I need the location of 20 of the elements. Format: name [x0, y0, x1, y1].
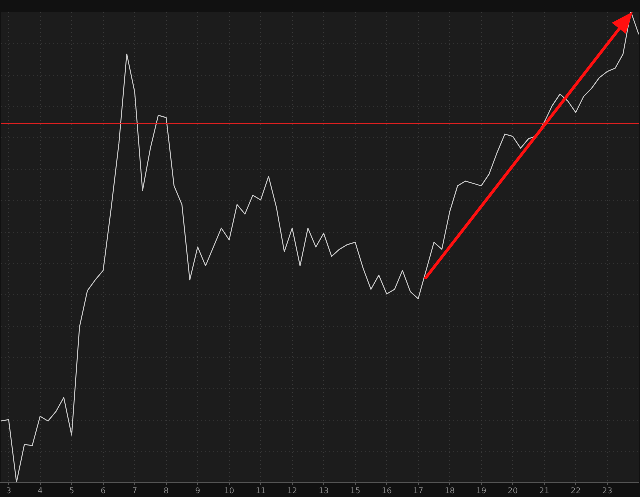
- x-tick-label: 13: [318, 486, 330, 496]
- x-tick-label: 20: [508, 486, 518, 496]
- x-tick-label: 22: [570, 486, 582, 496]
- x-tick-label: 12: [287, 486, 298, 496]
- x-tick-label: 19: [476, 486, 487, 496]
- x-tick-label: 7: [132, 486, 138, 496]
- x-tick-label: 10: [224, 486, 235, 496]
- x-tick-label: 16: [382, 486, 392, 496]
- x-tick-label: 23: [602, 486, 613, 496]
- x-tick-label: 17: [413, 486, 424, 496]
- x-tick-label: 4: [38, 486, 43, 496]
- x-tick-label: 11: [256, 486, 266, 496]
- x-tick-label: 5: [69, 486, 74, 496]
- x-tick-label: 6: [100, 486, 106, 496]
- x-tick-label: 8: [164, 486, 169, 496]
- x-tick-label: 9: [195, 486, 200, 496]
- x-tick-label: 21: [539, 486, 550, 496]
- x-tick-label: 18: [444, 486, 456, 496]
- x-tick-label: 3: [6, 486, 12, 496]
- x-tick-label: 15: [350, 486, 361, 496]
